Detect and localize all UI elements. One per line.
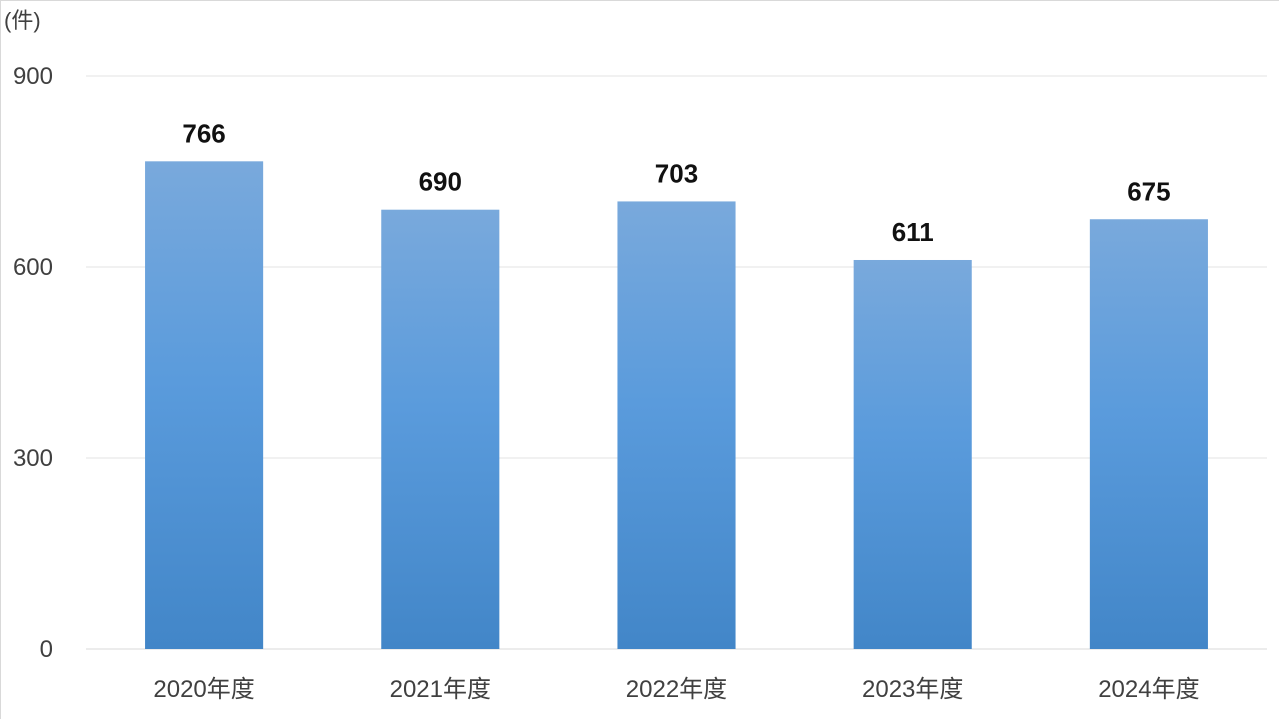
bars (145, 161, 1208, 649)
category-label: 2022年度 (626, 676, 727, 703)
category-label: 2024年度 (1098, 676, 1199, 703)
category-labels: 2020年度 2021年度 2022年度 2023年度 2024年度 (153, 676, 1199, 703)
bar (145, 161, 264, 649)
y-tick-label: 600 (13, 254, 53, 281)
y-unit-label: (件) (4, 8, 41, 33)
data-label: 675 (1127, 176, 1170, 206)
category-label: 2020年度 (153, 676, 254, 703)
y-tick-label: 0 (40, 636, 53, 663)
data-labels: 766 690 703 611 675 (182, 118, 1170, 247)
bar (617, 201, 736, 649)
y-tick-label: 300 (13, 445, 53, 472)
data-label: 611 (892, 217, 934, 247)
data-label: 690 (419, 167, 462, 197)
bar (1089, 219, 1208, 649)
bar (381, 209, 500, 649)
y-tick-labels: 0 300 600 900 (13, 63, 53, 663)
data-label: 766 (182, 118, 225, 148)
data-label: 703 (655, 158, 698, 188)
category-label: 2023年度 (862, 676, 963, 703)
category-label: 2021年度 (390, 676, 491, 703)
bar (853, 259, 972, 649)
y-tick-label: 900 (13, 63, 53, 90)
